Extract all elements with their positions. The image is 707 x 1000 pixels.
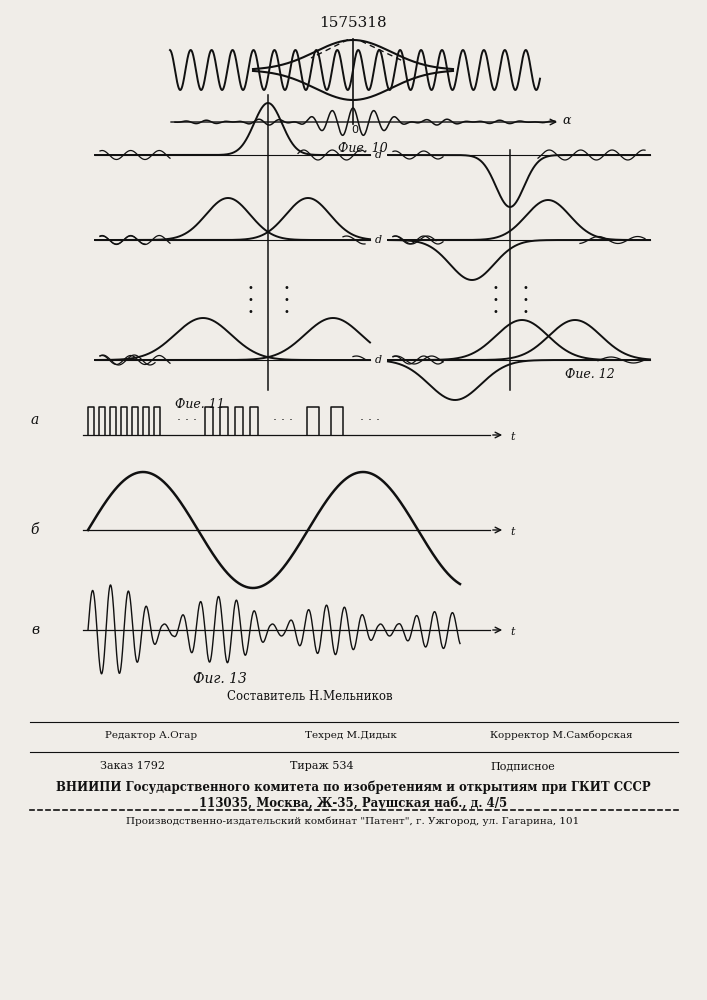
Text: Составитель Н.Мельников: Составитель Н.Мельников bbox=[227, 690, 393, 703]
Text: 1575318: 1575318 bbox=[319, 16, 387, 30]
Text: d: d bbox=[375, 150, 382, 160]
Text: 113035, Москва, Ж-35, Раушская наб., д. 4/5: 113035, Москва, Ж-35, Раушская наб., д. … bbox=[199, 796, 507, 810]
Text: Фие. 12: Фие. 12 bbox=[565, 368, 615, 381]
Text: •: • bbox=[492, 307, 498, 317]
Text: б: б bbox=[30, 523, 40, 537]
Text: Подписное: Подписное bbox=[490, 761, 555, 771]
Text: t: t bbox=[510, 527, 515, 537]
Text: •: • bbox=[247, 295, 253, 305]
Text: •: • bbox=[283, 283, 289, 293]
Text: t: t bbox=[510, 432, 515, 442]
Text: Фиг. 13: Фиг. 13 bbox=[193, 672, 247, 686]
Text: · · ·: · · · bbox=[177, 414, 197, 428]
Text: •: • bbox=[522, 283, 528, 293]
Text: Техред М.Дидык: Техред М.Дидык bbox=[305, 731, 397, 740]
Text: •: • bbox=[492, 295, 498, 305]
Text: Фие. 10: Фие. 10 bbox=[338, 142, 388, 155]
Text: •: • bbox=[522, 307, 528, 317]
Text: Производственно-издательский комбинат "Патент", г. Ужгород, ул. Гагарина, 101: Производственно-издательский комбинат "П… bbox=[127, 817, 580, 826]
Text: Фие. 11: Фие. 11 bbox=[175, 398, 225, 411]
Text: α: α bbox=[562, 114, 571, 127]
Text: •: • bbox=[492, 283, 498, 293]
Text: 0: 0 bbox=[351, 125, 358, 135]
Text: а: а bbox=[31, 413, 39, 427]
Text: •: • bbox=[247, 283, 253, 293]
Text: d: d bbox=[375, 235, 382, 245]
Text: •: • bbox=[283, 307, 289, 317]
Text: d: d bbox=[375, 355, 382, 365]
Text: Заказ 1792: Заказ 1792 bbox=[100, 761, 165, 771]
Text: t: t bbox=[510, 627, 515, 637]
Text: · · ·: · · · bbox=[360, 414, 380, 428]
Text: Редактор А.Огар: Редактор А.Огар bbox=[105, 731, 197, 740]
Text: •: • bbox=[247, 307, 253, 317]
Text: ВНИИПИ Государственного комитета по изобретениям и открытиям при ГКИТ СССР: ВНИИПИ Государственного комитета по изоб… bbox=[56, 780, 650, 794]
Text: в: в bbox=[31, 623, 39, 637]
Text: •: • bbox=[283, 295, 289, 305]
Text: Тираж 534: Тираж 534 bbox=[290, 761, 354, 771]
Text: •: • bbox=[522, 295, 528, 305]
Text: Корректор М.Самборская: Корректор М.Самборская bbox=[490, 731, 633, 740]
Text: · · ·: · · · bbox=[273, 414, 293, 428]
